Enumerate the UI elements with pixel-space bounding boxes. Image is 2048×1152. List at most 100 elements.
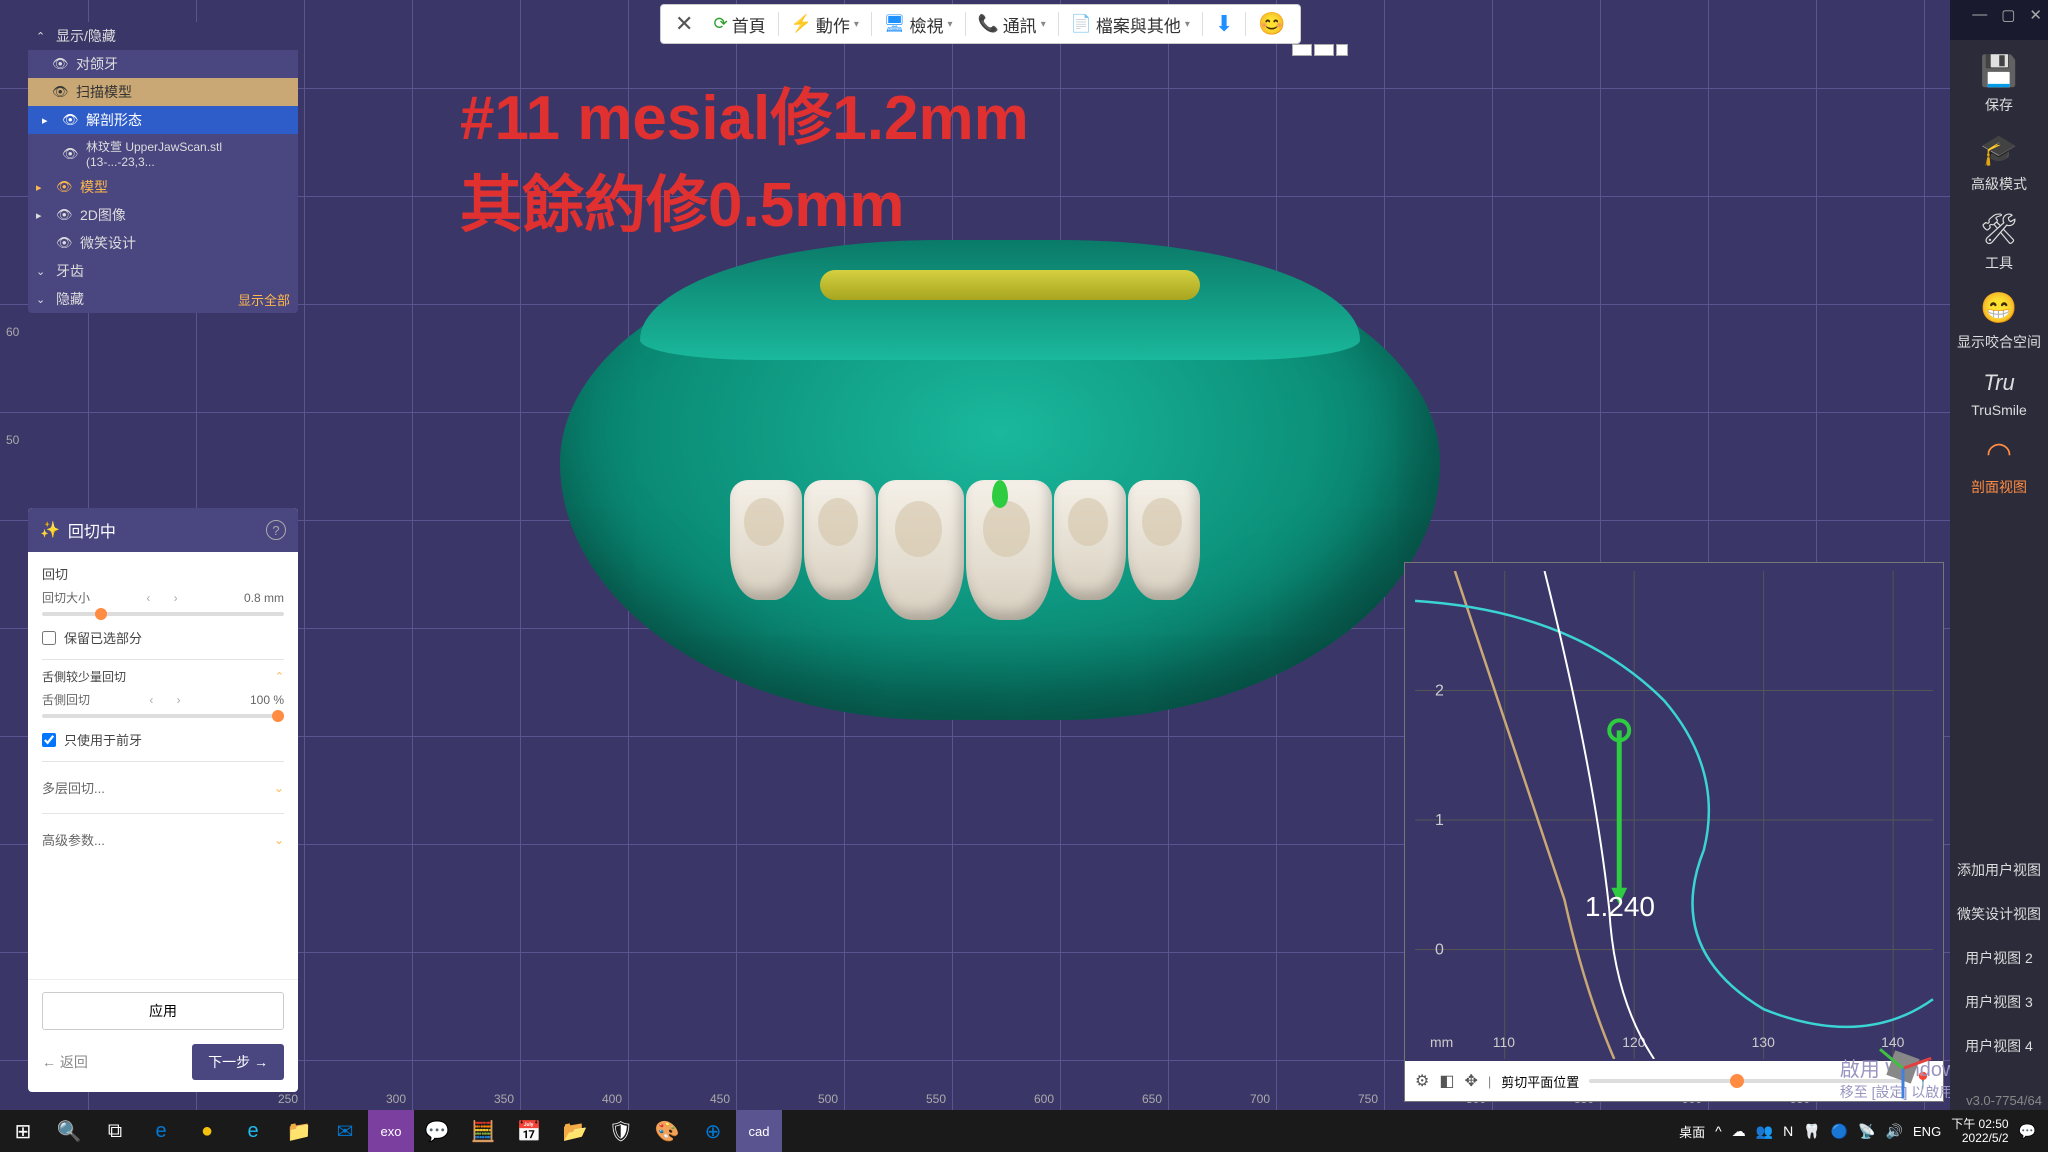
- tray-volume[interactable]: 🔊: [1886, 1123, 1903, 1140]
- lingual-slider[interactable]: [42, 714, 284, 718]
- next-button[interactable]: 下一步 →: [192, 1044, 284, 1080]
- section-plane-label: 剪切平面位置: [1501, 1072, 1579, 1091]
- tool-section[interactable]: ◠剖面视图: [1971, 436, 2027, 497]
- keep-selected-checkbox[interactable]: 保留已选部分: [42, 628, 284, 647]
- svg-text:1: 1: [1435, 812, 1444, 829]
- app-mail[interactable]: ✉: [322, 1110, 368, 1152]
- cutback-panel: ✨ 回切中 ? 回切 回切大小‹ ›0.8 mm 保留已选部分 舌側较少量回切⌃…: [28, 508, 298, 1092]
- dental-model[interactable]: [560, 240, 1440, 780]
- tree-section-teeth[interactable]: ⌄牙齿: [28, 257, 298, 285]
- section-settings-icon[interactable]: ⚙: [1415, 1071, 1429, 1091]
- app-chrome[interactable]: ●: [184, 1110, 230, 1152]
- tree-item-scanmodel[interactable]: 👁扫描模型: [28, 78, 298, 106]
- app-ie[interactable]: e: [230, 1110, 276, 1152]
- section-move-icon[interactable]: ✥: [1464, 1071, 1477, 1091]
- app-security[interactable]: 🛡: [598, 1110, 644, 1152]
- tree-header[interactable]: ⌃显示/隐藏: [28, 22, 298, 50]
- tray-blue[interactable]: 🔵: [1831, 1123, 1848, 1140]
- tree-item-smiledesign[interactable]: 👁微笑设计: [28, 229, 298, 257]
- svg-text:2: 2: [1435, 682, 1444, 699]
- menu-files[interactable]: 📄檔案與其他▾: [1063, 8, 1198, 41]
- svg-text:120: 120: [1622, 1034, 1646, 1050]
- back-button[interactable]: ← 返回: [42, 1052, 88, 1072]
- group-lingual: 舌側较少量回切: [42, 668, 126, 685]
- app-cad[interactable]: cad: [736, 1110, 782, 1152]
- view-link-add[interactable]: 添加用户视图: [1957, 860, 2041, 880]
- tree-item-2dimage[interactable]: ▸👁2D图像: [28, 201, 298, 229]
- tray-chevron[interactable]: ^: [1715, 1123, 1722, 1139]
- start-button[interactable]: ⊞: [0, 1110, 46, 1152]
- panel-header: ✨ 回切中 ?: [28, 508, 298, 552]
- minimize-button[interactable]: —: [1972, 6, 1987, 24]
- tool-expert[interactable]: 🎓高級模式: [1971, 133, 2027, 194]
- section-plot[interactable]: 210 mm 110120130140 1.240: [1413, 571, 1935, 1059]
- tree-item-anatomy[interactable]: ▸👁解剖形态: [28, 106, 298, 134]
- svg-text:mm: mm: [1430, 1034, 1453, 1050]
- maximize-button[interactable]: ▢: [2001, 6, 2015, 24]
- app-calendar[interactable]: 📅: [506, 1110, 552, 1152]
- svg-text:0: 0: [1435, 941, 1444, 958]
- menu-actions[interactable]: ⚡動作▾: [783, 8, 867, 41]
- view-link-3[interactable]: 用户视图 3: [1965, 992, 2033, 1012]
- tree-item-antagonist[interactable]: 👁对颌牙: [28, 50, 298, 78]
- tree-section-hidden[interactable]: ⌄隐藏显示全部: [28, 285, 298, 313]
- app-paint[interactable]: 🎨: [644, 1110, 690, 1152]
- tray-lang[interactable]: ENG: [1913, 1124, 1941, 1139]
- tool-occlusal[interactable]: 😁显示咬合空间: [1957, 291, 2041, 352]
- apply-button[interactable]: 应用: [42, 992, 284, 1030]
- show-all-link[interactable]: 显示全部: [238, 290, 290, 309]
- axis-gizmo[interactable]: [1868, 1032, 1938, 1102]
- multilayer-expand[interactable]: 多层回切...⌄: [42, 770, 284, 805]
- menu-close-icon[interactable]: ✕: [667, 11, 701, 37]
- tray-network[interactable]: 📡: [1858, 1123, 1875, 1140]
- view-link-2[interactable]: 用户视图 2: [1965, 948, 2033, 968]
- advanced-expand[interactable]: 高级参数...⌄: [42, 822, 284, 857]
- app-exo[interactable]: exo: [368, 1110, 414, 1152]
- view-link-4[interactable]: 用户视图 4: [1965, 1036, 2033, 1056]
- tree-item-model[interactable]: ▸👁模型: [28, 173, 298, 201]
- cross-section-panel: 210 mm 110120130140 1.240 ⚙ ◧ ✥ | 剪切平面位置…: [1404, 562, 1944, 1102]
- measurement-value: 1.240: [1585, 891, 1655, 923]
- app-folder2[interactable]: 📂: [552, 1110, 598, 1152]
- close-button[interactable]: ✕: [2029, 6, 2042, 24]
- taskbar-clock[interactable]: 下午 02:502022/5/2: [1951, 1117, 2008, 1146]
- app-explorer[interactable]: 📁: [276, 1110, 322, 1152]
- view-link-smile[interactable]: 微笑设计视图: [1957, 904, 2041, 924]
- wand-icon: ✨: [40, 520, 60, 540]
- help-icon[interactable]: ?: [266, 520, 286, 540]
- top-menu-bar: ✕ ⟳首頁 ⚡動作▾ 🖥檢視▾ 📞通訊▾ 📄檔案與其他▾ ⬇ 😊: [660, 4, 1301, 44]
- app-edge[interactable]: e: [138, 1110, 184, 1152]
- windows-taskbar: ⊞ 🔍 ⧉ e ● e 📁 ✉ exo 💬 🧮 📅 📂 🛡 🎨 ⊕ cad 桌面…: [0, 1110, 2048, 1152]
- menu-view[interactable]: 🖥檢視▾: [876, 8, 961, 41]
- app-line[interactable]: 💬: [414, 1110, 460, 1152]
- tree-item-stl[interactable]: 👁林玟萱 UpperJawScan.stl (13-...-23,3...: [28, 134, 298, 173]
- search-icon[interactable]: 🔍: [46, 1110, 92, 1152]
- tray-notifications[interactable]: 💬: [2019, 1123, 2036, 1140]
- taskview-icon[interactable]: ⧉: [92, 1110, 138, 1152]
- app-calc[interactable]: 🧮: [460, 1110, 506, 1152]
- menu-comm[interactable]: 📞通訊▾: [970, 8, 1054, 41]
- section-view-icon[interactable]: ◧: [1439, 1071, 1454, 1091]
- tool-tools[interactable]: 🛠工具: [1980, 212, 2018, 273]
- measurement-marker[interactable]: [992, 480, 1008, 508]
- tool-save[interactable]: 💾保存: [1980, 54, 2017, 115]
- cutback-size-slider[interactable]: [42, 612, 284, 616]
- tool-trusmile[interactable]: TruTruSmile: [1971, 370, 2027, 418]
- window-controls: — ▢ ✕: [1972, 6, 2042, 24]
- svg-text:110: 110: [1493, 1034, 1515, 1050]
- tray-cloud[interactable]: ☁: [1732, 1123, 1746, 1140]
- tray-people[interactable]: 👥: [1756, 1123, 1773, 1140]
- app-teamviewer[interactable]: ⊕: [690, 1110, 736, 1152]
- menu-home[interactable]: ⟳首頁: [705, 8, 773, 41]
- scene-tree-panel: ⌃显示/隐藏 👁对颌牙 👁扫描模型 ▸👁解剖形态 👁林玟萱 UpperJawSc…: [28, 22, 298, 313]
- menu-smile[interactable]: 😊: [1250, 7, 1293, 41]
- view-toggle-icons[interactable]: [1292, 44, 1348, 56]
- group-cutback: 回切: [42, 564, 284, 583]
- menu-download[interactable]: ⬇: [1207, 7, 1241, 41]
- tray-dental[interactable]: 🦷: [1803, 1123, 1820, 1140]
- tray-n[interactable]: N: [1783, 1123, 1793, 1139]
- annotation-overlay: #11 mesial修1.2mm 其餘約修0.5mm: [460, 76, 1029, 250]
- right-toolbar: 💾保存 🎓高級模式 🛠工具 😁显示咬合空间 TruTruSmile ◠剖面视图 …: [1950, 40, 2048, 1110]
- tray-desktop[interactable]: 桌面: [1679, 1122, 1705, 1141]
- anterior-only-checkbox[interactable]: 只使用于前牙: [42, 730, 284, 749]
